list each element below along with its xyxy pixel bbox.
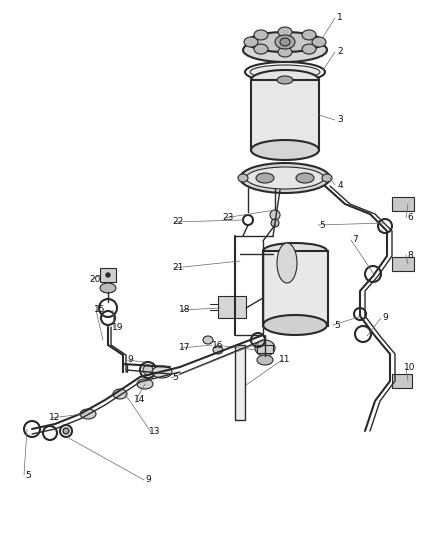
Text: 9: 9 bbox=[127, 356, 133, 365]
Ellipse shape bbox=[240, 163, 330, 193]
Text: 9: 9 bbox=[382, 313, 388, 322]
Text: 5: 5 bbox=[319, 221, 325, 230]
Ellipse shape bbox=[278, 27, 292, 37]
Ellipse shape bbox=[246, 167, 324, 189]
Ellipse shape bbox=[296, 173, 314, 183]
Text: 18: 18 bbox=[179, 305, 191, 314]
Text: 12: 12 bbox=[49, 414, 61, 423]
Bar bbox=[392, 374, 412, 388]
Ellipse shape bbox=[302, 44, 316, 54]
Text: 22: 22 bbox=[173, 217, 184, 227]
Ellipse shape bbox=[238, 174, 248, 182]
Ellipse shape bbox=[137, 379, 153, 389]
Text: 6: 6 bbox=[407, 214, 413, 222]
Ellipse shape bbox=[257, 355, 273, 365]
Text: 2: 2 bbox=[337, 47, 343, 56]
Ellipse shape bbox=[254, 30, 268, 40]
Ellipse shape bbox=[280, 38, 290, 46]
Text: 23: 23 bbox=[223, 214, 234, 222]
Ellipse shape bbox=[251, 70, 319, 90]
Ellipse shape bbox=[244, 37, 258, 47]
Text: 8: 8 bbox=[407, 251, 413, 260]
Ellipse shape bbox=[80, 409, 96, 419]
Text: 19: 19 bbox=[112, 324, 124, 333]
Text: 3: 3 bbox=[337, 116, 343, 125]
Ellipse shape bbox=[250, 65, 320, 79]
Ellipse shape bbox=[277, 76, 293, 84]
Ellipse shape bbox=[113, 389, 127, 399]
Bar bbox=[257, 345, 273, 353]
Ellipse shape bbox=[275, 35, 295, 49]
Ellipse shape bbox=[302, 30, 316, 40]
Text: 20: 20 bbox=[89, 276, 101, 285]
Bar bbox=[251, 80, 319, 150]
Text: 1: 1 bbox=[337, 13, 343, 22]
Bar bbox=[263, 251, 328, 326]
Circle shape bbox=[106, 273, 110, 277]
Ellipse shape bbox=[277, 243, 297, 283]
Ellipse shape bbox=[143, 365, 153, 375]
Bar bbox=[235, 345, 245, 420]
Text: 4: 4 bbox=[337, 181, 343, 190]
Circle shape bbox=[271, 219, 279, 227]
Text: 10: 10 bbox=[404, 364, 416, 373]
Ellipse shape bbox=[254, 44, 268, 54]
Bar bbox=[100, 268, 116, 282]
Ellipse shape bbox=[243, 38, 327, 62]
Text: 5: 5 bbox=[334, 320, 340, 329]
Ellipse shape bbox=[251, 140, 319, 160]
Ellipse shape bbox=[100, 283, 116, 293]
Ellipse shape bbox=[203, 336, 213, 344]
Ellipse shape bbox=[270, 210, 280, 220]
Text: 16: 16 bbox=[212, 341, 224, 350]
Bar bbox=[392, 257, 414, 271]
Text: 13: 13 bbox=[149, 427, 161, 437]
Text: 11: 11 bbox=[279, 356, 291, 365]
Text: 5: 5 bbox=[172, 374, 178, 383]
Ellipse shape bbox=[312, 37, 326, 47]
Ellipse shape bbox=[152, 366, 172, 378]
Text: 21: 21 bbox=[172, 263, 184, 272]
Ellipse shape bbox=[263, 315, 327, 335]
Text: 14: 14 bbox=[134, 395, 146, 405]
Text: 7: 7 bbox=[352, 236, 358, 245]
Ellipse shape bbox=[255, 340, 275, 356]
Circle shape bbox=[63, 428, 69, 434]
Text: 5: 5 bbox=[25, 471, 31, 480]
Bar bbox=[218, 296, 246, 318]
Ellipse shape bbox=[278, 47, 292, 57]
Ellipse shape bbox=[263, 243, 327, 259]
Ellipse shape bbox=[213, 346, 223, 354]
Text: 9: 9 bbox=[145, 475, 151, 484]
Text: 17: 17 bbox=[179, 343, 191, 352]
Ellipse shape bbox=[256, 173, 274, 183]
Text: 15: 15 bbox=[94, 305, 106, 314]
Ellipse shape bbox=[247, 32, 323, 52]
Ellipse shape bbox=[322, 174, 332, 182]
Bar bbox=[392, 197, 414, 211]
